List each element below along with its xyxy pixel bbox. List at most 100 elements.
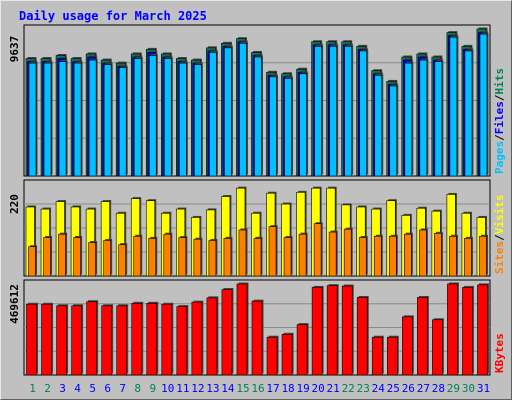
bar-kbytes-3: [56, 305, 67, 376]
panel-max-label: 9637: [8, 36, 21, 63]
bar-sites-25: [388, 235, 397, 277]
series-sites: [28, 222, 488, 277]
bar-sites-15: [238, 229, 247, 277]
bar-sites-19: [298, 233, 307, 277]
bar-pages-20: [314, 46, 322, 177]
x-axis-labels: 1 2 3 4 5 6 7 8 9 10 11 12 13 14 15 16 17 18 19 20 21 22 23 24 2…: [29, 382, 490, 395]
x-tick-label-13: 13: [206, 382, 219, 395]
panel-legend: Pages/Files/Hits: [493, 68, 506, 174]
x-tick-label-16: 16: [251, 382, 264, 395]
x-tick-label-27: 27: [417, 382, 430, 395]
bar-pages-25: [389, 85, 398, 177]
bar-sites-18: [283, 237, 292, 277]
panel-hits-files-pages: 9637 Pages/Files/Hits: [8, 24, 506, 177]
bar-sites-28: [434, 233, 442, 277]
bar-sites-31: [479, 235, 487, 277]
bar-kbytes-23: [356, 297, 368, 376]
bar-sites-22: [343, 228, 352, 277]
panel-legend: Sites/Visits: [493, 195, 506, 275]
bar-pages-2: [43, 62, 52, 177]
panel-visits-sites: 220 Sites/Visits: [8, 179, 506, 277]
x-tick-label-14: 14: [221, 382, 235, 395]
legend-separator: /: [493, 134, 506, 141]
x-tick-label-29: 29: [447, 382, 460, 395]
bar-sites-8: [133, 235, 142, 277]
bar-kbytes-14: [221, 289, 233, 376]
bar-kbytes-16: [251, 300, 263, 376]
bar-pages-3: [58, 61, 67, 177]
panel-max-label: 220: [8, 194, 21, 214]
bar-kbytes-17: [266, 336, 278, 376]
legend-pages: Pages: [493, 141, 506, 174]
panel-legend: KBytes: [493, 333, 506, 373]
bar-pages-5: [88, 59, 97, 177]
bar-pages-10: [163, 58, 172, 177]
bar-kbytes-7: [116, 305, 127, 376]
bar-sites-16: [253, 238, 262, 277]
bar-kbytes-8: [131, 303, 143, 376]
bar-sites-13: [208, 240, 217, 277]
bar-sites-21: [328, 231, 337, 277]
bar-sites-6: [103, 240, 111, 277]
legend-sites: Sites: [493, 241, 506, 274]
bar-kbytes-12: [191, 301, 203, 376]
bar-kbytes-24: [371, 336, 383, 376]
bar-pages-16: [254, 56, 262, 177]
x-tick-label-9: 9: [149, 382, 156, 395]
panel-kbytes: 469612 KBytes: [8, 279, 506, 376]
legend-separator: /: [493, 94, 506, 101]
bar-kbytes-10: [161, 303, 173, 376]
x-tick-label-22: 22: [342, 382, 355, 395]
bar-pages-17: [269, 76, 277, 177]
legend-files: Files: [493, 101, 506, 134]
bar-sites-12: [193, 238, 202, 277]
bar-pages-12: [194, 64, 202, 177]
bar-kbytes-6: [101, 305, 112, 376]
bar-pages-26: [404, 62, 413, 177]
bar-kbytes-28: [432, 319, 443, 376]
bar-sites-30: [464, 238, 472, 277]
bar-pages-8: [133, 58, 142, 177]
bar-pages-24: [374, 75, 383, 177]
bar-sites-4: [73, 237, 81, 277]
x-tick-label-19: 19: [296, 382, 309, 395]
bar-kbytes-1: [26, 303, 37, 376]
bar-kbytes-25: [386, 336, 398, 376]
bar-pages-13: [209, 52, 217, 177]
bar-kbytes-22: [341, 285, 353, 376]
chart-panels: 9637 Pages/Files/Hits 220 Sites/Visits 46961…: [8, 24, 506, 376]
bar-pages-21: [329, 46, 337, 177]
x-tick-label-18: 18: [281, 382, 294, 395]
x-tick-label-20: 20: [312, 382, 325, 395]
bar-sites-29: [449, 235, 457, 277]
x-tick-label-24: 24: [372, 382, 386, 395]
legend-separator: /: [493, 234, 506, 241]
bar-sites-10: [163, 233, 172, 277]
x-tick-label-5: 5: [89, 382, 96, 395]
bar-pages-23: [359, 50, 368, 177]
bar-sites-23: [358, 237, 367, 277]
bar-kbytes-27: [417, 297, 428, 376]
series-kbytes: [26, 282, 489, 376]
bar-pages-31: [479, 33, 488, 177]
panel-max-label: 469612: [8, 284, 21, 324]
bar-kbytes-5: [86, 301, 97, 376]
x-tick-label-1: 1: [29, 382, 36, 395]
bar-kbytes-21: [326, 285, 338, 376]
bar-sites-17: [268, 226, 277, 277]
x-tick-label-3: 3: [59, 382, 66, 395]
bar-pages-4: [73, 62, 82, 177]
bar-pages-9: [148, 55, 157, 177]
bar-kbytes-26: [402, 316, 413, 376]
bar-pages-11: [179, 62, 187, 177]
x-tick-label-25: 25: [387, 382, 400, 395]
x-tick-label-6: 6: [104, 382, 111, 395]
bar-pages-19: [299, 73, 307, 177]
bar-kbytes-15: [236, 283, 248, 376]
x-tick-label-15: 15: [236, 382, 249, 395]
bar-pages-30: [464, 50, 473, 177]
x-tick-label-2: 2: [44, 382, 51, 395]
x-tick-label-31: 31: [477, 382, 490, 395]
bar-pages-6: [103, 64, 112, 177]
